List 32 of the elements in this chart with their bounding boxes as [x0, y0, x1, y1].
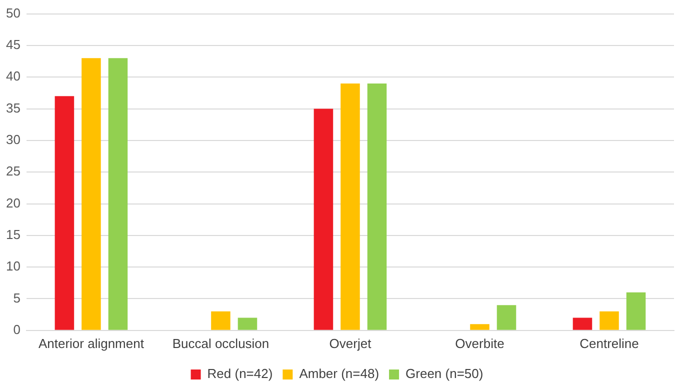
y-tick-label: 35 [6, 100, 20, 116]
bar [572, 318, 592, 330]
x-tick-label: Buccal occlusion [172, 336, 270, 351]
y-tick-label: 45 [6, 37, 20, 52]
y-tick-label: 50 [6, 5, 20, 20]
bar [54, 96, 74, 330]
bar [211, 311, 230, 330]
y-tick-label: 25 [6, 164, 20, 179]
y-tick-label: 5 [13, 290, 20, 306]
x-tick-label: Anterior alignment [38, 336, 144, 351]
y-tick-label: 15 [6, 227, 20, 242]
bar [340, 83, 360, 330]
bar [626, 292, 646, 330]
legend-label: Green (n=50) [406, 366, 484, 382]
legend-label: Amber (n=48) [299, 366, 380, 382]
legend-label: Red (n=42) [207, 366, 273, 382]
y-tick-label: 10 [6, 258, 20, 274]
bar [238, 318, 258, 330]
x-tick-label: Overbite [455, 336, 504, 351]
bar [108, 58, 128, 330]
y-tick-label: 40 [6, 68, 20, 84]
y-tick-label: 0 [13, 322, 20, 337]
bar [600, 311, 619, 330]
y-tick-label: 20 [6, 195, 20, 210]
y-tick-label: 30 [6, 132, 20, 148]
bar [496, 305, 516, 330]
bar [367, 83, 387, 330]
x-tick-label: Overjet [329, 336, 372, 351]
bar [82, 58, 101, 330]
x-tick-label: Centreline [580, 336, 639, 351]
bar [314, 108, 334, 330]
bar [470, 324, 490, 330]
